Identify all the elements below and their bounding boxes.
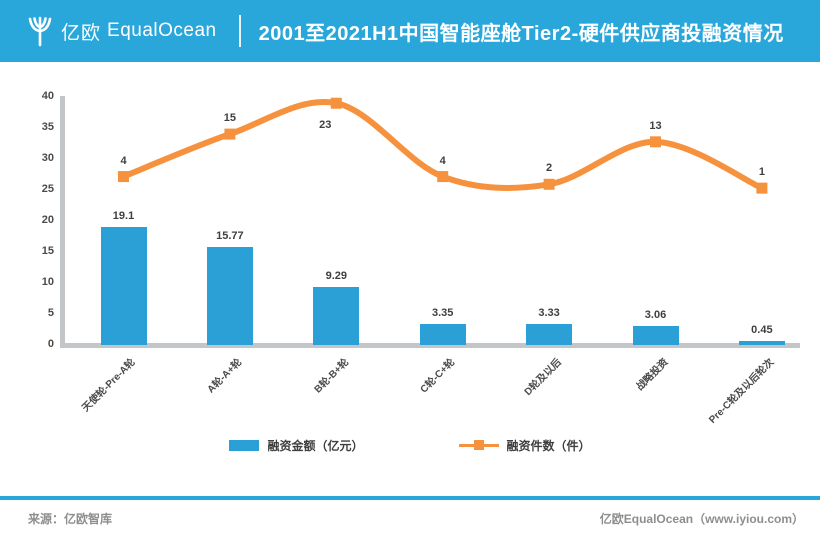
brand-name-cn: 亿欧 xyxy=(61,22,102,44)
x-category-label: A轮-A+轮 xyxy=(205,356,245,396)
line-value-label: 1 xyxy=(758,166,765,179)
footer-divider-rule xyxy=(0,496,820,500)
line-point-marker xyxy=(756,182,768,194)
line-point-marker xyxy=(437,171,449,183)
line-point-marker xyxy=(650,136,661,148)
line-value-label: 4 xyxy=(439,154,446,167)
y-axis-tick-label: 20 xyxy=(41,214,54,226)
bar-value-label: 15.77 xyxy=(216,230,244,243)
line-point-marker xyxy=(118,171,129,183)
y-axis-tick-label: 15 xyxy=(41,245,54,257)
bar xyxy=(313,287,360,345)
y-axis-tick-label: 10 xyxy=(41,276,54,288)
equalocean-logo-icon xyxy=(28,16,52,47)
bar-series-swatch-icon xyxy=(229,440,260,451)
chart-legend: 融资金额（亿元） 融资件数（件） xyxy=(0,437,820,454)
y-axis-tick-label: 5 xyxy=(47,307,54,319)
y-axis-tick-label: 0 xyxy=(47,338,54,350)
x-category-label: B轮-B+轮 xyxy=(312,356,351,396)
bar xyxy=(738,341,785,345)
x-category-label: Pre-C轮及以后轮次 xyxy=(707,356,777,426)
legend-label-amount: 融资金额（亿元） xyxy=(267,439,364,453)
bar xyxy=(419,324,466,345)
legend-label-count: 融资件数（件） xyxy=(506,439,591,453)
legend-item-count: 融资件数（件） xyxy=(458,437,591,454)
y-axis-tick-label: 40 xyxy=(41,90,54,102)
x-category-label: 天使轮-Pre-A轮 xyxy=(80,356,139,415)
header-banner: 亿欧 EqualOcean 2001至2021H1中国智能座舱Tier2-硬件供… xyxy=(0,0,820,62)
footer-credit-text: 亿欧EqualOcean（www.iyiou.com） xyxy=(599,512,804,526)
bar-value-label: 0.45 xyxy=(751,324,773,336)
line-value-label: 23 xyxy=(319,119,332,132)
bar-value-label: 9.29 xyxy=(325,270,347,283)
y-axis-tick-label: 25 xyxy=(41,183,54,195)
brand: 亿欧 EqualOcean xyxy=(26,14,217,48)
bar-value-label: 3.06 xyxy=(644,309,667,322)
x-category-label: 战略投资 xyxy=(634,356,671,393)
x-category-label: C轮-C+轮 xyxy=(418,356,458,396)
line-value-label: 4 xyxy=(120,154,127,167)
bar-value-label: 19.1 xyxy=(112,209,135,222)
bar-value-label: 3.33 xyxy=(538,307,560,320)
line-point-marker xyxy=(330,97,342,109)
line-value-label: 2 xyxy=(546,162,553,175)
header-divider xyxy=(238,15,241,47)
bar xyxy=(632,326,679,345)
y-axis-line xyxy=(60,96,65,348)
page-title: 2001至2021H1中国智能座舱Tier2-硬件供应商投融资情况 xyxy=(258,22,784,45)
brand-name-en: EqualOcean xyxy=(107,20,217,41)
legend-item-amount: 融资金额（亿元） xyxy=(229,437,364,454)
x-category-label: D轮及以后 xyxy=(522,356,564,399)
bar xyxy=(526,324,573,345)
line-value-label: 15 xyxy=(223,112,237,125)
line-point-marker xyxy=(543,178,555,190)
x-axis-line xyxy=(60,343,800,348)
line-value-label: 13 xyxy=(649,119,662,132)
y-axis-tick-label: 30 xyxy=(41,152,54,164)
y-axis-tick-label: 35 xyxy=(41,121,54,133)
footer-source-text: 来源：亿欧智库 xyxy=(28,512,113,526)
line-series-swatch-icon xyxy=(458,440,499,451)
line-point-marker xyxy=(224,128,236,140)
bar xyxy=(100,226,147,345)
bar-value-label: 3.35 xyxy=(431,307,454,320)
bar xyxy=(206,247,253,345)
